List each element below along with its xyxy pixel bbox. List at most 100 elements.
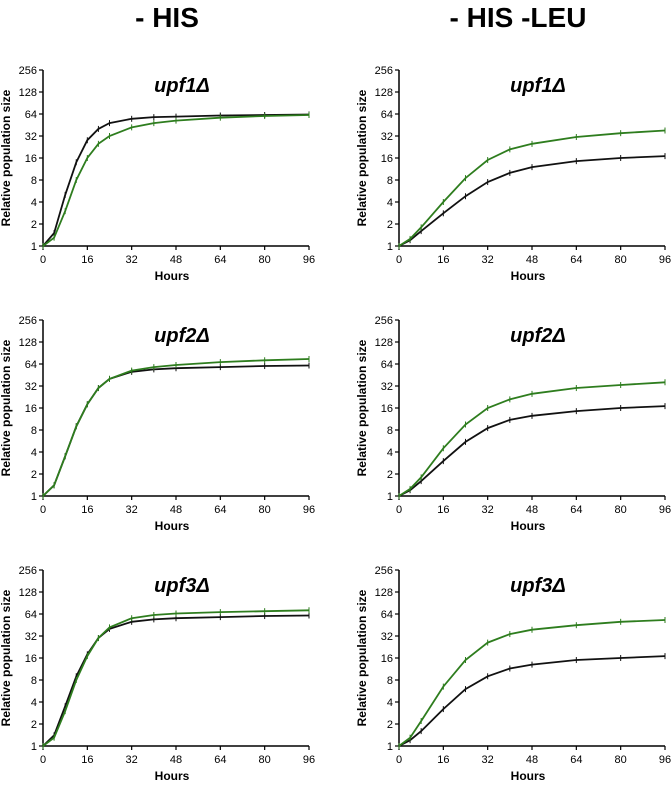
- y-tick-label: 32: [25, 381, 37, 393]
- x-tick-label: 80: [259, 504, 271, 516]
- series-black: [398, 153, 666, 249]
- x-tick-label: 48: [526, 754, 538, 766]
- x-tick-label: 48: [526, 504, 538, 516]
- x-tick-label: 32: [126, 754, 138, 766]
- x-tick-label: 48: [170, 754, 182, 766]
- x-tick-label: 80: [259, 254, 271, 266]
- x-axis-label: Hours: [155, 769, 190, 783]
- series-black: [42, 362, 310, 499]
- x-tick-label: 64: [214, 254, 226, 266]
- x-tick-label: 0: [396, 504, 402, 516]
- x-tick-label: 16: [81, 754, 93, 766]
- x-tick-label: 96: [303, 754, 315, 766]
- x-tick-label: 80: [615, 254, 627, 266]
- panel-title: upf3Δ: [510, 575, 566, 597]
- y-tick-label: 2: [31, 469, 37, 481]
- y-tick-label: 4: [387, 697, 393, 709]
- y-tick-label: 2: [387, 469, 393, 481]
- y-axis-label: Relative population size: [0, 89, 13, 226]
- x-tick-label: 64: [570, 754, 582, 766]
- y-tick-label: 32: [25, 131, 37, 143]
- y-tick-label: 32: [25, 631, 37, 643]
- series-line: [398, 129, 666, 247]
- series-green: [398, 616, 666, 749]
- x-tick-label: 32: [482, 504, 494, 516]
- x-tick-label: 16: [437, 754, 449, 766]
- y-tick-label: 4: [31, 197, 37, 209]
- y-tick-label: 8: [31, 425, 37, 437]
- y-axis-label: Relative population size: [355, 89, 369, 226]
- y-tick-label: 64: [381, 609, 393, 621]
- x-axis-label: Hours: [155, 519, 190, 533]
- y-tick-label: 1: [387, 241, 393, 253]
- panel-title: upf2Δ: [510, 325, 566, 347]
- x-axis-label: Hours: [511, 269, 546, 283]
- series-black: [398, 653, 666, 749]
- series-black: [42, 111, 310, 249]
- y-tick-label: 256: [375, 65, 393, 77]
- y-tick-label: 16: [381, 403, 393, 415]
- y-tick-label: 2: [387, 719, 393, 731]
- x-tick-label: 0: [40, 754, 46, 766]
- x-tick-label: 80: [259, 754, 271, 766]
- series-line: [42, 113, 310, 247]
- x-tick-label: 0: [396, 754, 402, 766]
- x-tick-label: 32: [482, 754, 494, 766]
- y-tick-label: 2: [31, 219, 37, 231]
- column-title-his: - HIS: [135, 2, 199, 33]
- y-tick-label: 16: [381, 153, 393, 165]
- x-tick-label: 96: [659, 254, 671, 266]
- x-tick-label: 16: [437, 504, 449, 516]
- y-tick-label: 64: [25, 359, 37, 371]
- panel-title: upf2Δ: [154, 325, 210, 347]
- y-tick-label: 256: [19, 65, 37, 77]
- y-tick-label: 2: [31, 719, 37, 731]
- series-line: [398, 381, 666, 497]
- y-tick-label: 4: [387, 197, 393, 209]
- x-tick-label: 64: [570, 504, 582, 516]
- y-axis-label: Relative population size: [355, 339, 369, 476]
- series-green: [42, 355, 310, 499]
- x-tick-label: 0: [40, 254, 46, 266]
- x-tick-label: 32: [126, 254, 138, 266]
- y-tick-label: 32: [381, 631, 393, 643]
- x-tick-label: 80: [615, 504, 627, 516]
- x-tick-label: 96: [303, 254, 315, 266]
- series-line: [42, 609, 310, 747]
- y-tick-label: 128: [19, 337, 37, 349]
- y-tick-label: 64: [25, 109, 37, 121]
- panel-title: upf1Δ: [154, 75, 210, 97]
- y-tick-label: 64: [381, 109, 393, 121]
- y-axis-label: Relative population size: [0, 589, 13, 726]
- series-line: [42, 114, 310, 247]
- y-axis-label: Relative population size: [355, 589, 369, 726]
- x-tick-label: 16: [81, 504, 93, 516]
- y-tick-label: 8: [387, 675, 393, 687]
- series-line: [398, 619, 666, 747]
- y-tick-label: 256: [19, 315, 37, 327]
- series-line: [42, 364, 310, 497]
- y-tick-label: 128: [375, 337, 393, 349]
- x-axis-label: Hours: [155, 269, 190, 283]
- y-tick-label: 4: [31, 697, 37, 709]
- y-tick-label: 16: [381, 653, 393, 665]
- x-tick-label: 48: [170, 254, 182, 266]
- y-tick-label: 16: [25, 153, 37, 165]
- panel-title: upf3Δ: [154, 575, 210, 597]
- y-tick-label: 256: [375, 315, 393, 327]
- y-axis-label: Relative population size: [0, 339, 13, 476]
- y-tick-label: 128: [19, 587, 37, 599]
- x-axis-label: Hours: [511, 769, 546, 783]
- series-green: [42, 607, 310, 749]
- y-tick-label: 4: [387, 447, 393, 459]
- y-tick-label: 128: [375, 87, 393, 99]
- series-green: [42, 112, 310, 249]
- y-tick-label: 64: [381, 359, 393, 371]
- panel-title: upf1Δ: [510, 75, 566, 97]
- x-tick-label: 0: [396, 254, 402, 266]
- y-tick-label: 256: [375, 565, 393, 577]
- x-tick-label: 48: [170, 504, 182, 516]
